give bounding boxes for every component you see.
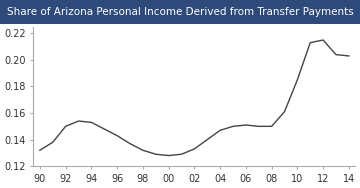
Text: Share of Arizona Personal Income Derived from Transfer Payments: Share of Arizona Personal Income Derived… bbox=[6, 7, 354, 17]
